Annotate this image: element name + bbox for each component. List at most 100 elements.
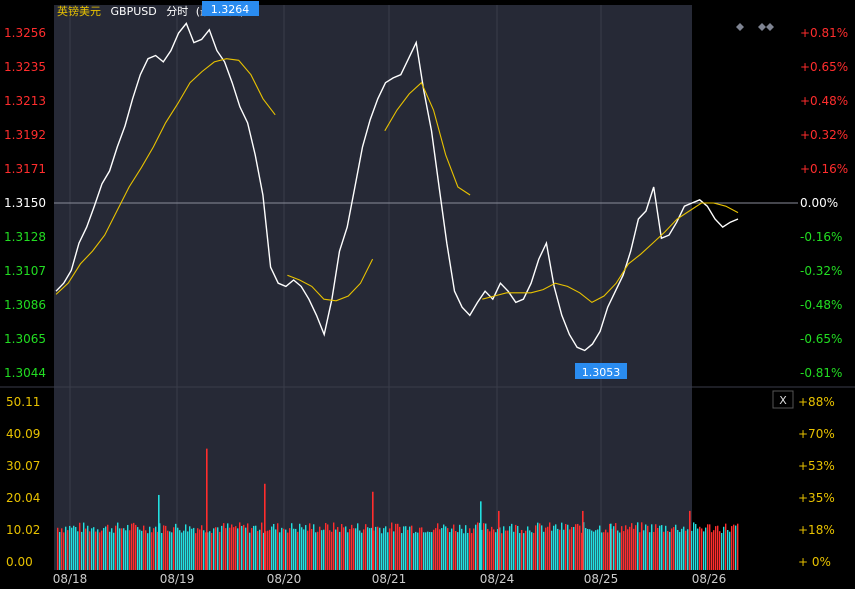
- volume-bar: [495, 532, 497, 570]
- volume-bar: [447, 528, 449, 570]
- volume-bar: [239, 522, 241, 570]
- volume-tick-label-right: +88%: [798, 395, 835, 409]
- x-tick-label: 08/21: [372, 572, 407, 586]
- volume-bar: [263, 532, 265, 570]
- volume-bar: [193, 527, 195, 570]
- volume-bar: [569, 529, 571, 570]
- volume-bar: [63, 532, 65, 570]
- volume-bar: [637, 522, 639, 570]
- diamond-icon-group[interactable]: [736, 23, 774, 31]
- volume-tick-label-right: +18%: [798, 523, 835, 537]
- volume-bar: [507, 530, 509, 570]
- volume-bar: [369, 528, 371, 570]
- volume-bar: [89, 531, 91, 570]
- volume-bar: [273, 523, 275, 570]
- volume-bar: [629, 526, 631, 570]
- volume-bar: [255, 525, 257, 570]
- volume-bar: [323, 529, 325, 570]
- volume-bar: [287, 532, 289, 570]
- volume-bar: [75, 527, 77, 570]
- volume-bar: [351, 524, 353, 570]
- volume-bar: [653, 531, 655, 570]
- y-tick-label-right: +0.65%: [800, 60, 848, 74]
- volume-bar: [127, 524, 129, 570]
- volume-bar: [582, 510, 584, 570]
- volume-bar: [313, 524, 315, 570]
- volume-bar: [125, 530, 127, 570]
- volume-bar: [493, 529, 495, 570]
- volume-bar: [673, 527, 675, 570]
- volume-bar: [141, 530, 143, 570]
- diamond-icon[interactable]: [758, 23, 766, 31]
- volume-bar: [343, 527, 345, 570]
- volume-bar: [589, 529, 591, 570]
- volume-bar: [683, 526, 685, 570]
- close-icon[interactable]: X: [779, 394, 787, 407]
- volume-bar: [693, 522, 695, 570]
- volume-bar: [595, 530, 597, 570]
- volume-bar: [457, 532, 459, 570]
- volume-bar: [733, 524, 735, 570]
- volume-bar: [715, 526, 717, 570]
- volume-bar: [291, 523, 293, 570]
- volume-bar: [137, 527, 139, 570]
- x-tick-label: 08/19: [160, 572, 195, 586]
- volume-bar: [103, 528, 105, 570]
- volume-bar: [405, 526, 407, 570]
- volume-bar: [635, 525, 637, 570]
- volume-bar: [655, 524, 657, 570]
- volume-bar: [547, 526, 549, 570]
- volume-bar: [223, 523, 225, 570]
- volume-bar: [441, 528, 443, 570]
- volume-bar: [729, 531, 731, 570]
- volume-bar: [131, 523, 133, 570]
- volume-bar: [201, 525, 203, 570]
- volume-bar: [203, 530, 205, 570]
- volume-bar: [583, 522, 585, 570]
- volume-bar: [563, 529, 565, 570]
- diamond-icon[interactable]: [736, 23, 744, 31]
- volume-bar: [353, 528, 355, 570]
- y-tick-label-left: 1.3065: [4, 332, 46, 346]
- volume-bar: [701, 528, 703, 570]
- volume-bar: [471, 533, 473, 570]
- volume-bar: [587, 529, 589, 570]
- volume-bar: [545, 527, 547, 570]
- volume-tick-label-right: +35%: [798, 491, 835, 505]
- volume-bar: [463, 533, 465, 570]
- plot-area: [54, 5, 692, 570]
- volume-bar: [95, 531, 97, 570]
- diamond-icon[interactable]: [766, 23, 774, 31]
- volume-bar: [181, 532, 183, 570]
- volume-bar: [257, 531, 259, 570]
- volume-bar: [185, 524, 187, 570]
- volume-bar: [503, 526, 505, 570]
- volume-bar: [403, 526, 405, 570]
- volume-bar: [265, 531, 267, 570]
- volume-bar: [501, 533, 503, 570]
- x-tick-label: 08/18: [53, 572, 88, 586]
- volume-bar: [559, 529, 561, 570]
- volume-bar: [391, 522, 393, 570]
- axis-labels: 1.3256 +0.81% 1.3235 +0.65% 1.3213 +0.48% 1.31…: [4, 26, 848, 586]
- volume-bar: [319, 526, 321, 570]
- volume-bar: [557, 528, 559, 570]
- volume-bar: [225, 528, 227, 570]
- close-button[interactable]: X: [772, 390, 794, 409]
- volume-bar: [581, 532, 583, 570]
- y-tick-label-right: +0.16%: [800, 162, 848, 176]
- volume-bar: [81, 531, 83, 570]
- volume-bar: [527, 526, 529, 570]
- y-tick-label-left: 1.3213: [4, 94, 46, 108]
- volume-bar: [158, 494, 160, 570]
- volume-bar: [209, 531, 211, 570]
- volume-bar: [337, 527, 339, 570]
- x-tick-label: 08/24: [480, 572, 515, 586]
- volume-bar: [657, 527, 659, 570]
- volume-bar: [533, 532, 535, 570]
- volume-bar: [721, 532, 723, 570]
- volume-bar: [703, 531, 705, 570]
- volume-bar: [361, 532, 363, 570]
- volume-bar: [309, 523, 311, 570]
